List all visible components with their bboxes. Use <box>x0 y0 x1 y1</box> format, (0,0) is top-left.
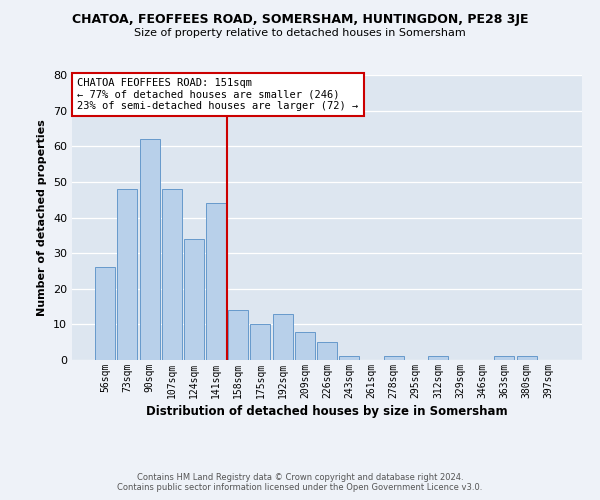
Bar <box>95 268 115 360</box>
Bar <box>250 324 271 360</box>
Bar <box>206 203 226 360</box>
X-axis label: Distribution of detached houses by size in Somersham: Distribution of detached houses by size … <box>146 405 508 418</box>
Bar <box>140 139 160 360</box>
Bar <box>494 356 514 360</box>
Bar <box>517 356 536 360</box>
Bar <box>118 189 137 360</box>
Bar <box>383 356 404 360</box>
Text: CHATOA, FEOFFEES ROAD, SOMERSHAM, HUNTINGDON, PE28 3JE: CHATOA, FEOFFEES ROAD, SOMERSHAM, HUNTIN… <box>72 12 528 26</box>
Text: Size of property relative to detached houses in Somersham: Size of property relative to detached ho… <box>134 28 466 38</box>
Text: CHATOA FEOFFEES ROAD: 151sqm
← 77% of detached houses are smaller (246)
23% of s: CHATOA FEOFFEES ROAD: 151sqm ← 77% of de… <box>77 78 358 111</box>
Bar <box>184 239 204 360</box>
Bar <box>317 342 337 360</box>
Bar <box>428 356 448 360</box>
Text: Contains HM Land Registry data © Crown copyright and database right 2024.
Contai: Contains HM Land Registry data © Crown c… <box>118 473 482 492</box>
Bar <box>228 310 248 360</box>
Bar <box>339 356 359 360</box>
Y-axis label: Number of detached properties: Number of detached properties <box>37 119 47 316</box>
Bar <box>295 332 315 360</box>
Bar <box>162 189 182 360</box>
Bar <box>272 314 293 360</box>
